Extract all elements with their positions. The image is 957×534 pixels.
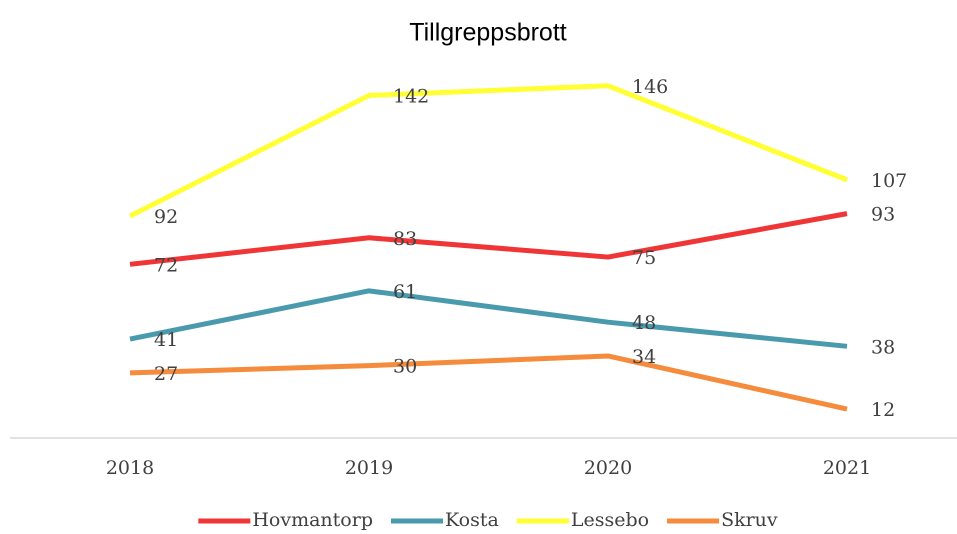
data-label: 93 (871, 204, 895, 226)
data-label: 27 (154, 363, 178, 385)
data-label: 83 (393, 228, 417, 250)
data-label: 48 (632, 312, 656, 334)
data-label: 38 (871, 336, 895, 358)
data-label: 146 (632, 76, 668, 98)
data-label: 72 (154, 254, 178, 276)
legend-label: Skruv (721, 509, 778, 531)
legend-label: Hovmantorp (252, 509, 373, 531)
data-label: 142 (393, 85, 429, 107)
data-label: 30 (393, 356, 417, 378)
series-line (129, 211, 848, 267)
data-label: 34 (632, 346, 656, 368)
x-tick-label: 2018 (106, 457, 154, 479)
data-label: 92 (154, 206, 178, 228)
legend-label: Kosta (445, 509, 499, 531)
x-tick-label: 2019 (345, 457, 393, 479)
data-label: 107 (871, 170, 907, 192)
legend-label: Lessebo (571, 509, 649, 531)
x-tick-label: 2020 (584, 457, 632, 479)
data-label: 41 (154, 329, 178, 351)
series-line (128, 83, 848, 219)
data-label: 75 (632, 247, 656, 269)
data-label: 61 (393, 281, 417, 303)
x-tick-label: 2021 (823, 457, 871, 479)
chart-title: Tillgreppsbrott (409, 19, 567, 47)
data-label: 12 (871, 399, 895, 421)
series-line (129, 353, 848, 412)
series-line (129, 288, 848, 349)
